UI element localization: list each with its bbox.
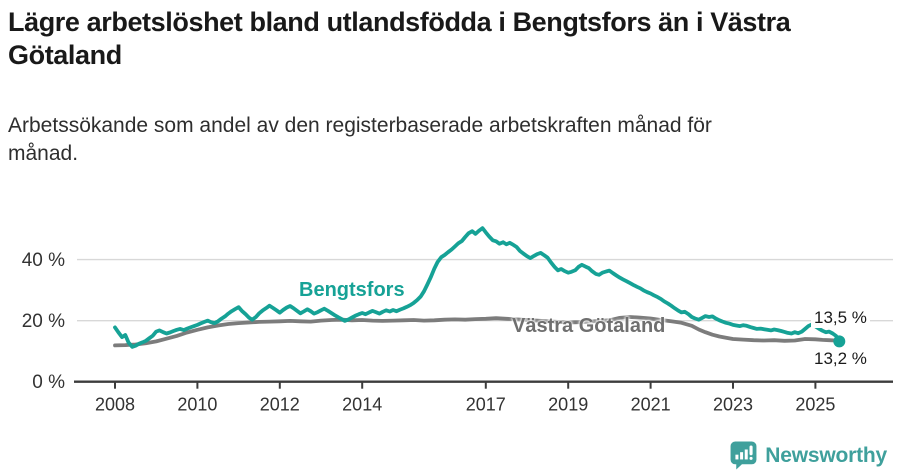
chart-subtitle: Arbetssökande som andel av den registerb… <box>8 114 712 166</box>
series-end-dot <box>833 335 846 348</box>
series-line-v-stra-g-taland <box>113 315 842 348</box>
series-label-bengtsfors: Bengtsfors <box>299 279 405 301</box>
end-value-label-bengtsfors: 13,2 % <box>811 349 870 369</box>
newsworthy-icon <box>730 441 757 470</box>
newsworthy-logo[interactable]: Newsworthy <box>730 441 887 470</box>
y-tick-label: 40 % <box>22 250 65 271</box>
end-value-label-vastra-gotaland: 13,5 % <box>811 308 870 328</box>
series-line-bengtsfors <box>113 226 842 349</box>
newsworthy-logo-text: Newsworthy <box>765 443 887 467</box>
x-tick-label: 2025 <box>795 395 835 415</box>
x-tick-label: 2017 <box>466 395 506 415</box>
x-tick-label: 2019 <box>548 395 588 415</box>
y-tick-label: 0 % <box>32 372 65 393</box>
chart-title: Lägre arbetslöshet bland utlandsfödda i … <box>8 7 791 70</box>
x-tick-label: 2012 <box>260 395 300 415</box>
x-tick-label: 2008 <box>95 395 135 415</box>
x-tick-label: 2023 <box>713 395 753 415</box>
y-tick-label: 20 % <box>22 311 65 332</box>
series-label-vastra-gotaland: Västra Götaland <box>512 315 666 337</box>
x-tick-label: 2010 <box>177 395 217 415</box>
x-tick-label: 2014 <box>342 395 382 415</box>
x-tick-label: 2021 <box>631 395 671 415</box>
